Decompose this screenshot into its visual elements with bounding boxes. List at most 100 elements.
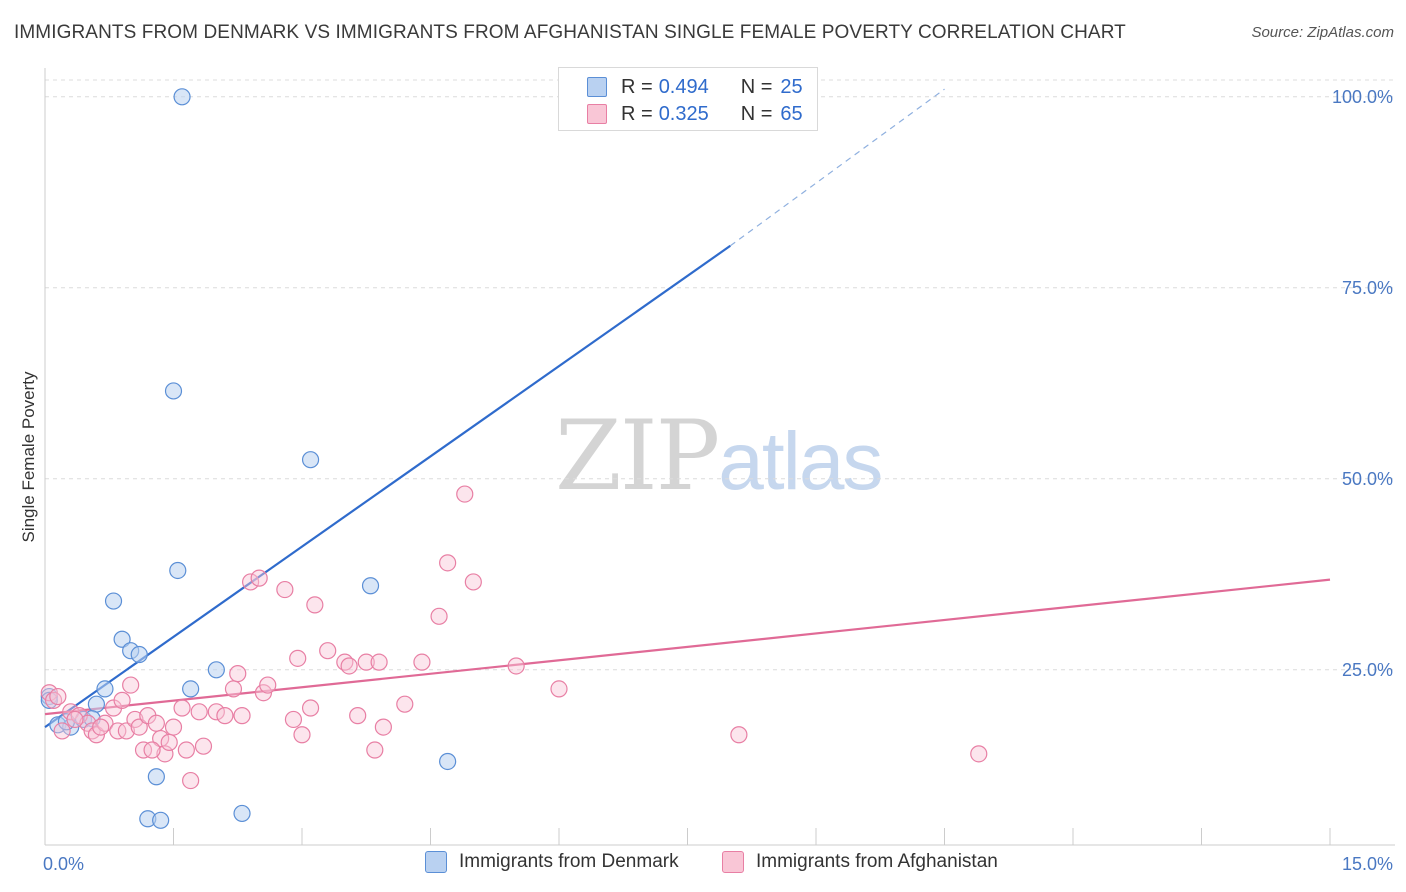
afghanistan-point	[242, 573, 260, 591]
denmark-legend-swatch	[425, 851, 447, 873]
afghanistan-point	[730, 726, 748, 744]
chart-source: Source: ZipAtlas.com	[1251, 24, 1394, 41]
afghanistan-point	[250, 569, 268, 587]
y-tick-label: 75.0%	[1342, 278, 1393, 298]
afghanistan-point	[147, 714, 165, 732]
denmark-point	[164, 382, 183, 400]
afghanistan-point	[160, 733, 178, 751]
afghanistan-swatch	[587, 104, 607, 124]
denmark-point	[113, 630, 131, 648]
afghanistan-point	[182, 771, 200, 790]
watermark: ZIPatlas	[555, 400, 883, 512]
afghanistan-point	[190, 703, 208, 721]
afghanistan-point	[113, 691, 131, 709]
afghanistan-point	[53, 722, 71, 740]
afghanistan-point	[293, 726, 311, 744]
afghanistan-point	[194, 737, 213, 755]
chart-title: IMMIGRANTS FROM DENMARK VS IMMIGRANTS FR…	[14, 22, 1126, 43]
denmark-point	[233, 804, 251, 823]
denmark-point	[169, 561, 187, 580]
series-legend: Immigrants from Denmark Immigrants from …	[0, 851, 1406, 879]
axis-labels: 25.0% 50.0% 75.0% 100.0% 0.0% 15.0% Single Fem…	[19, 87, 1393, 874]
afghanistan-point	[130, 718, 148, 736]
afghanistan-point	[396, 695, 414, 713]
denmark-trend-line	[44, 244, 731, 729]
afghanistan-point	[289, 649, 307, 667]
afghanistan-point	[550, 680, 568, 698]
afghanistan-point	[366, 741, 384, 759]
afghanistan-point	[464, 573, 482, 591]
afghanistan-trend-line	[44, 578, 1331, 716]
trend-lines	[44, 88, 1331, 729]
denmark-point	[147, 768, 165, 786]
legend-r-label: R =	[621, 75, 653, 98]
x-tick-label-max: 15.0%	[1342, 854, 1393, 874]
denmark-point	[152, 811, 170, 829]
denmark-legend-label: Immigrants from Denmark	[459, 851, 679, 872]
legend-item-afghanistan[interactable]: Immigrants from Afghanistan	[722, 851, 998, 873]
legend-n-label: N =	[740, 102, 773, 125]
denmark-point	[182, 680, 200, 698]
afghanistan-point	[143, 741, 161, 759]
denmark-point	[96, 680, 114, 698]
data-points	[40, 88, 988, 829]
y-tick-label: 50.0%	[1342, 469, 1393, 489]
denmark-point	[361, 577, 380, 595]
y-tick-label: 25.0%	[1342, 660, 1393, 680]
afghanistan-point	[507, 657, 525, 675]
afghanistan-point	[233, 707, 251, 725]
afghanistan-point	[276, 580, 294, 599]
denmark-swatch	[587, 77, 607, 97]
legend-item-denmark[interactable]: Immigrants from Denmark	[425, 851, 679, 873]
x-tick-label-min: 0.0%	[43, 854, 84, 874]
legend-row-afghanistan: R = 0.325 N = 65	[559, 100, 803, 128]
watermark-zip: ZIP	[555, 400, 720, 512]
denmark-point	[207, 661, 225, 679]
axes	[44, 68, 1395, 846]
denmark-point	[87, 695, 106, 713]
afghanistan-point	[349, 707, 367, 725]
afghanistan-point	[216, 707, 234, 725]
afghanistan-point	[456, 485, 474, 503]
afghanistan-legend-label: Immigrants from Afghanistan	[756, 851, 998, 872]
afghanistan-point	[164, 718, 183, 736]
afghanistan-point	[66, 710, 84, 729]
afghanistan-point	[413, 653, 431, 671]
denmark-trend-extension	[729, 88, 945, 247]
denmark-point	[130, 645, 148, 664]
afghanistan-point	[970, 745, 988, 763]
afghanistan-point	[430, 607, 448, 625]
denmark-point	[104, 592, 123, 610]
afghanistan-point	[439, 554, 457, 572]
afghanistan-point	[340, 657, 358, 675]
afghanistan-point	[224, 680, 243, 698]
afghanistan-point	[374, 718, 392, 736]
afghanistan-point	[177, 741, 195, 759]
legend-n-value: 25	[780, 75, 803, 98]
afghanistan-point	[229, 665, 247, 683]
afghanistan-legend-swatch	[722, 851, 744, 873]
legend-r-value: 0.325	[658, 102, 709, 125]
legend-n-label: N =	[740, 75, 773, 98]
afghanistan-point	[301, 699, 320, 717]
afghanistan-point	[357, 653, 375, 671]
afghanistan-point	[122, 676, 140, 694]
afghanistan-point	[259, 676, 277, 694]
afghanistan-point	[173, 699, 191, 717]
denmark-point	[439, 752, 457, 771]
legend-r-value: 0.494	[658, 75, 709, 98]
afghanistan-point	[49, 687, 67, 706]
watermark-atlas: atlas	[718, 416, 883, 507]
afghanistan-point	[92, 718, 110, 736]
legend-n-value: 65	[780, 102, 803, 125]
denmark-point	[301, 451, 320, 469]
afghanistan-point	[370, 653, 388, 671]
afghanistan-point	[207, 703, 225, 721]
afghanistan-point	[117, 722, 135, 740]
afghanistan-point	[306, 596, 324, 614]
denmark-point	[173, 88, 191, 106]
afghanistan-point	[319, 642, 337, 660]
legend-r-label: R =	[621, 102, 653, 125]
legend-row-denmark: R = 0.494 N = 25	[559, 73, 803, 101]
